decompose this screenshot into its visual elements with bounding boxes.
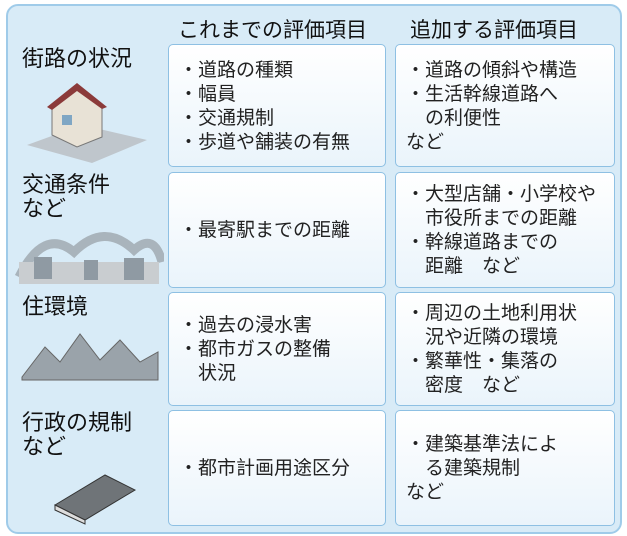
item-line: ・周辺の土地利用状: [406, 302, 578, 324]
column-header: 追加する評価項目: [410, 18, 578, 42]
item-line: ・過去の浸水害: [179, 314, 313, 336]
item-line: 市役所までの距離: [425, 207, 578, 229]
arches-icon: [14, 232, 164, 284]
item-line: ・幅員: [179, 82, 237, 105]
item-line: ・最寄駅までの距離: [179, 219, 351, 241]
row-label: 行政の規制 など: [22, 412, 132, 460]
item-line: 距離 など: [425, 255, 521, 277]
row-label-line: など: [22, 197, 67, 222]
item-line: ・大型店舗・小学校や: [406, 183, 597, 205]
row-label: 住環境: [22, 296, 88, 320]
item-line: る建築規制: [425, 457, 521, 479]
item-line: ・歩道や舗装の有無: [179, 130, 351, 153]
cell: ・大型店舗・小学校や 市役所までの距離 ・幹線道路までの 距離 など: [395, 172, 615, 288]
item-line: ・道路の傾斜や構造: [406, 58, 578, 81]
row-label-line: 行政の規制: [22, 411, 133, 436]
row-label: 街路の状況: [22, 48, 132, 72]
item-line: 況や近隣の環境: [425, 326, 559, 348]
book-icon: [53, 474, 137, 525]
item-line: 密度 など: [425, 374, 521, 396]
row-label-line: 街路の状況: [22, 47, 133, 72]
table: これまでの評価項目 追加する評価項目 街路の状況 ・道路の種類 ・幅員 ・交通規制 ・歩…: [6, 4, 622, 534]
item-line: の利便性: [425, 106, 502, 129]
item-line: ・交通規制: [179, 106, 275, 129]
cell: ・道路の傾斜や構造 ・生活幹線道路へ の利便性 など: [395, 44, 615, 167]
item-line: など: [406, 130, 445, 153]
cell: ・最寄駅までの距離: [168, 172, 386, 288]
row-label-line: 交通条件: [22, 173, 111, 198]
item-line: ・都市ガスの整備: [179, 338, 332, 360]
cell: ・周辺の土地利用状 況や近隣の環境 ・繁華性・集落の 密度 など: [395, 292, 615, 406]
row-label-line: など: [22, 435, 67, 460]
terrain-icon: [21, 333, 159, 381]
item-line: ・建築基準法によ: [406, 433, 559, 455]
item-line: ・道路の種類: [179, 58, 294, 81]
item-line: ・幹線道路までの: [406, 231, 559, 253]
house-icon: [27, 83, 147, 163]
row-label: 交通条件 など: [22, 174, 110, 222]
item-line: ・都市計画用途区分: [179, 457, 351, 479]
item-line: 状況: [198, 362, 237, 384]
cell: ・建築基準法によ る建築規制 など: [395, 410, 615, 526]
item-line: ・生活幹線道路へ: [406, 82, 559, 105]
item-line: など: [406, 481, 445, 503]
column-header: これまでの評価項目: [178, 18, 367, 42]
cell: ・都市計画用途区分: [168, 410, 386, 526]
row-label-line: 住環境: [22, 295, 89, 320]
cell: ・過去の浸水害 ・都市ガスの整備 状況: [168, 292, 386, 406]
item-line: ・繁華性・集落の: [406, 350, 559, 372]
cell: ・道路の種類 ・幅員 ・交通規制 ・歩道や舗装の有無: [168, 44, 386, 167]
